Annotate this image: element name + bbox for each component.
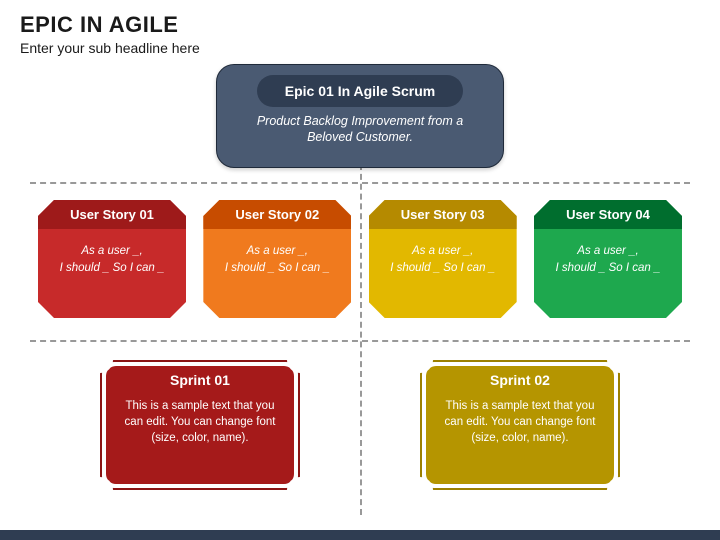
story-card-3: User Story 03As a user _,I should _ So I… (369, 200, 517, 318)
story-card-2: User Story 02As a user _,I should _ So I… (203, 200, 351, 318)
page-title: EPIC IN AGILE (20, 12, 700, 38)
story-body: User Story 04As a user _,I should _ So I… (534, 200, 682, 318)
sprint-card-2: Sprint 02This is a sample text that you … (420, 360, 620, 490)
story-body: User Story 03As a user _,I should _ So I… (369, 200, 517, 318)
story-title: User Story 03 (369, 200, 517, 229)
story-body: User Story 02As a user _,I should _ So I… (203, 200, 351, 318)
story-title: User Story 04 (534, 200, 682, 229)
story-card-1: User Story 01As a user _,I should _ So I… (38, 200, 186, 318)
sprint-text: This is a sample text that you can edit.… (420, 388, 620, 446)
page-subtitle: Enter your sub headline here (20, 40, 700, 56)
sprint-content: Sprint 01This is a sample text that you … (100, 360, 300, 446)
sprint-content: Sprint 02This is a sample text that you … (420, 360, 620, 446)
story-text: As a user _,I should _ So I can _ (369, 229, 517, 278)
epic-card: Epic 01 In Agile Scrum Product Backlog I… (216, 64, 504, 168)
story-text: As a user _,I should _ So I can _ (38, 229, 186, 278)
sprint-text: This is a sample text that you can edit.… (100, 388, 300, 446)
sprint-title: Sprint 01 (100, 372, 300, 388)
epic-title: Epic 01 In Agile Scrum (257, 75, 463, 107)
story-title: User Story 02 (203, 200, 351, 229)
story-card-4: User Story 04As a user _,I should _ So I… (534, 200, 682, 318)
footer-bar (0, 530, 720, 540)
sprint-card-1: Sprint 01This is a sample text that you … (100, 360, 300, 490)
story-title: User Story 01 (38, 200, 186, 229)
header: EPIC IN AGILE Enter your sub headline he… (0, 0, 720, 60)
diagram-canvas: Epic 01 In Agile Scrum Product Backlog I… (0, 60, 720, 515)
epic-description: Product Backlog Improvement from a Belov… (217, 107, 503, 146)
story-body: User Story 01As a user _,I should _ So I… (38, 200, 186, 318)
story-text: As a user _,I should _ So I can _ (534, 229, 682, 278)
sprint-title: Sprint 02 (420, 372, 620, 388)
story-text: As a user _,I should _ So I can _ (203, 229, 351, 278)
story-row: User Story 01As a user _,I should _ So I… (38, 200, 682, 318)
